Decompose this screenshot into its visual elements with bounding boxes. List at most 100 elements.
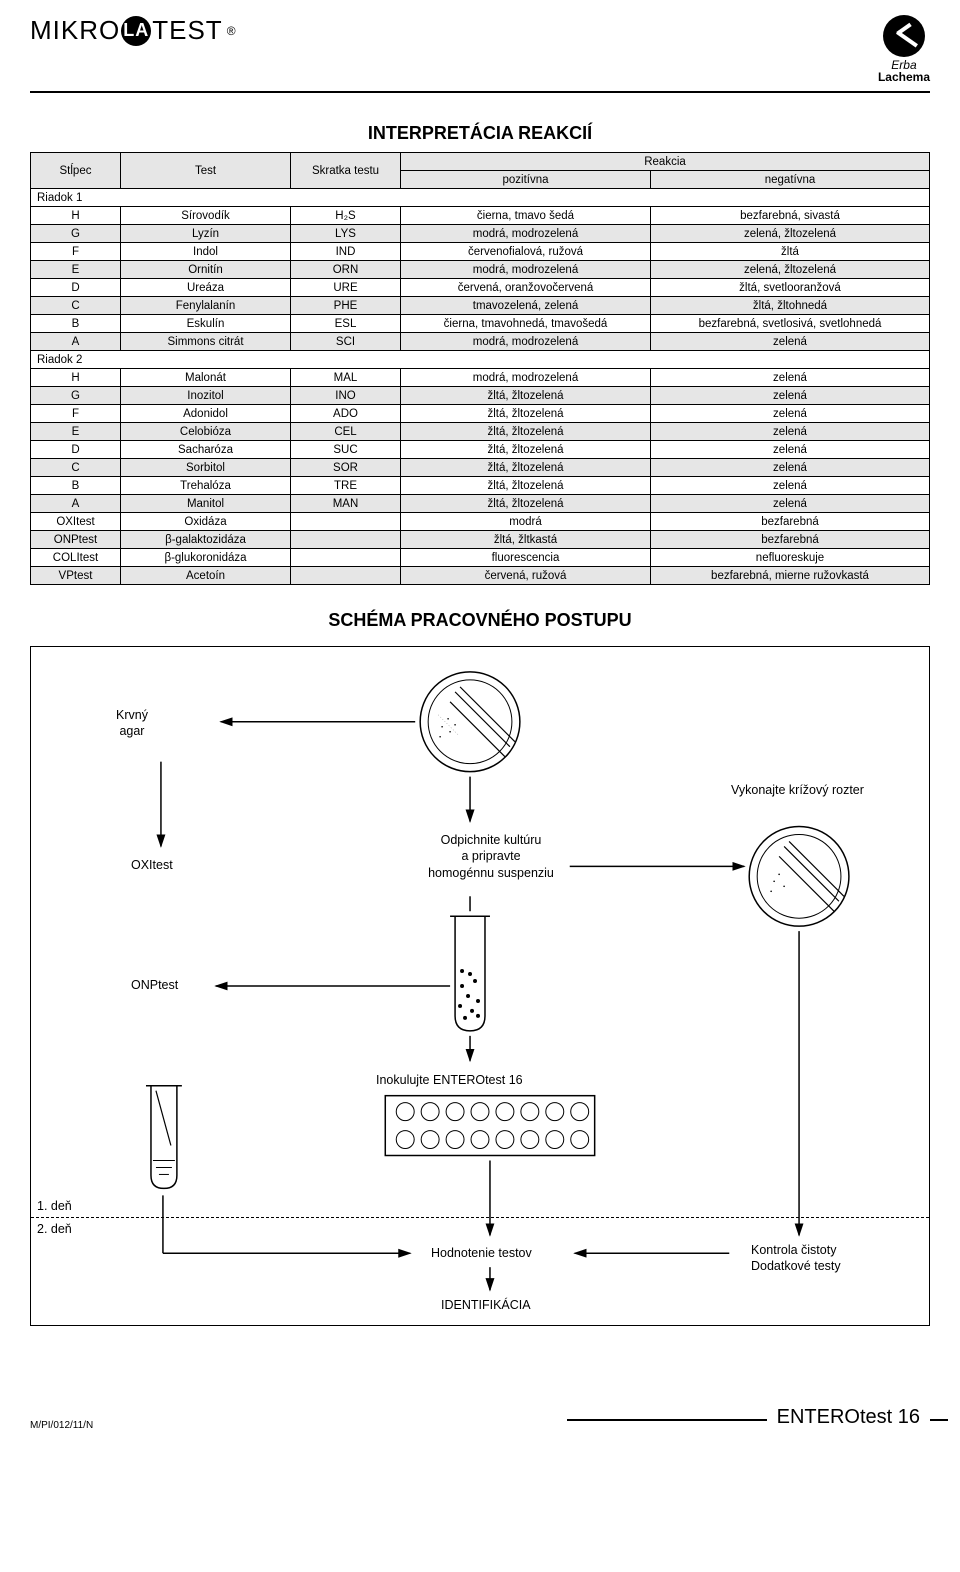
th-test: Test	[121, 153, 291, 189]
table-cell: Lyzín	[121, 225, 291, 243]
table-cell: E	[31, 423, 121, 441]
table-cell: MAL	[291, 369, 401, 387]
table-row: EOrnitínORNmodrá, modrozelenázelená, žlt…	[31, 261, 930, 279]
table-cell: žltá, žltozelená	[401, 441, 651, 459]
page: MIKRO LA TEST ® Erba Lachema INTERPRETÁC…	[0, 0, 960, 1451]
table-cell: zelená	[651, 369, 930, 387]
table-cell: zelená	[651, 441, 930, 459]
table-row: FAdonidolADOžltá, žltozelenázelená	[31, 405, 930, 423]
table-row: DSacharózaSUCžltá, žltozelenázelená	[31, 441, 930, 459]
table-title: INTERPRETÁCIA REAKCIÍ	[30, 123, 930, 144]
table-cell: bezfarebná	[651, 531, 930, 549]
table-cell: Ornitín	[121, 261, 291, 279]
table-cell: E	[31, 261, 121, 279]
table-cell: D	[31, 279, 121, 297]
table-cell: zelená	[651, 405, 930, 423]
table-cell: žltá, žltozelená	[401, 405, 651, 423]
lbl-day2: 2. deň	[37, 1222, 72, 1236]
table-cell: Oxidáza	[121, 513, 291, 531]
brand-right: Erba Lachema	[878, 15, 930, 83]
th-abbr: Skratka testu	[291, 153, 401, 189]
table-cell: A	[31, 333, 121, 351]
table-cell: žltá, žltozelená	[401, 477, 651, 495]
table-row: VPtestAcetoínčervená, ružovábezfarebná, …	[31, 567, 930, 585]
table-cell: zelená	[651, 459, 930, 477]
table-cell: zelená, žltozelená	[651, 261, 930, 279]
table-row: OXItestOxidázamodrábezfarebná	[31, 513, 930, 531]
table-cell	[291, 513, 401, 531]
table-cell: tmavozelená, zelená	[401, 297, 651, 315]
th-col: Stĺpec	[31, 153, 121, 189]
table-row: ONPtestβ-galaktozidáza žltá, žltkastábezf…	[31, 531, 930, 549]
table-cell: zelená	[651, 387, 930, 405]
table-row: HMalonátMALmodrá, modrozelenázelená	[31, 369, 930, 387]
table-cell: ADO	[291, 405, 401, 423]
table-cell: Fenylalanín	[121, 297, 291, 315]
table-cell: IND	[291, 243, 401, 261]
table-cell: Eskulín	[121, 315, 291, 333]
lbl-oxitest: OXItest	[131, 857, 173, 873]
testtube-onp-icon	[146, 1086, 182, 1189]
petri-dish-1-icon	[420, 672, 520, 772]
table-cell: Acetoín	[121, 567, 291, 585]
entero-plate-icon	[385, 1096, 594, 1156]
table-cell: zelená	[651, 477, 930, 495]
erba-logo-icon	[883, 15, 925, 57]
table-cell: modrá, modrozelená	[401, 333, 651, 351]
table-cell: Ureáza	[121, 279, 291, 297]
lbl-kontrola: Kontrola čistoty Dodatkové testy	[751, 1242, 841, 1275]
table-cell: URE	[291, 279, 401, 297]
schema-title: SCHÉMA PRACOVNÉHO POSTUPU	[30, 610, 930, 631]
testtube-suspension-icon	[450, 916, 490, 1031]
table-cell: zelená	[651, 495, 930, 513]
table-cell: čierna, tmavo šedá	[401, 207, 651, 225]
table-row: DUreázaUREčervená, oranžovočervenážltá, …	[31, 279, 930, 297]
table-cell: žltá, svetlooranžová	[651, 279, 930, 297]
table-cell: ESL	[291, 315, 401, 333]
table-body: Riadok 1HSírovodíkH₂Sčierna, tmavo šedáb…	[31, 189, 930, 585]
table-cell: CEL	[291, 423, 401, 441]
table-cell: C	[31, 297, 121, 315]
brand-circle-icon: LA	[121, 16, 151, 46]
day-divider	[31, 1217, 929, 1218]
table-row: BTrehalózaTREžltá, žltozelenázelená	[31, 477, 930, 495]
table-cell: β-glukoronidáza	[121, 549, 291, 567]
table-cell	[291, 549, 401, 567]
table-cell: bezfarebná	[651, 513, 930, 531]
table-cell: MAN	[291, 495, 401, 513]
table-row: ASimmons citrátSCImodrá, modrozelenázele…	[31, 333, 930, 351]
petri-dish-2-icon	[749, 826, 849, 926]
erba-text: Erba Lachema	[878, 59, 930, 83]
table-row: CSorbitolSORžltá, žltozelenázelená	[31, 459, 930, 477]
table-row: BEskulínESLčierna, tmavohnedá, tmavošedá…	[31, 315, 930, 333]
table-cell: žltá, žltkastá	[401, 531, 651, 549]
table-cell: ONPtest	[31, 531, 121, 549]
lbl-odpichnite: Odpichnite kultúru a pripravte homogénnu…	[391, 832, 591, 881]
table-cell: G	[31, 225, 121, 243]
table-cell: β-galaktozidáza	[121, 531, 291, 549]
header: MIKRO LA TEST ® Erba Lachema	[30, 15, 930, 83]
schema-box: Krvný agar OXItest ONPtest Vykonajte krí…	[30, 646, 930, 1326]
table-cell: A	[31, 495, 121, 513]
footer: M/PI/012/11/N ENTEROtest 16	[30, 1406, 930, 1431]
table-cell: Adonidol	[121, 405, 291, 423]
table-cell: Celobióza	[121, 423, 291, 441]
table-cell: Manitol	[121, 495, 291, 513]
table-cell: SOR	[291, 459, 401, 477]
table-row: COLItestβ-glukoronidázafluorescencianefl…	[31, 549, 930, 567]
lbl-vykonajte: Vykonajte krížový rozter	[731, 782, 864, 798]
table-cell: červená, oranžovočervená	[401, 279, 651, 297]
table-row: GInozitolINOžltá, žltozelenázelená	[31, 387, 930, 405]
table-cell: bezfarebná, mierne ružovkastá	[651, 567, 930, 585]
table-cell: Indol	[121, 243, 291, 261]
table-cell: B	[31, 477, 121, 495]
table-cell: červená, ružová	[401, 567, 651, 585]
lbl-identifikacia: IDENTIFIKÁCIA	[441, 1297, 531, 1313]
table-cell: modrá	[401, 513, 651, 531]
table-cell: žltá, žltozelená	[401, 423, 651, 441]
table-cell: LYS	[291, 225, 401, 243]
table-cell: ORN	[291, 261, 401, 279]
table-cell: Inozitol	[121, 387, 291, 405]
table-cell: SUC	[291, 441, 401, 459]
table-cell: Sorbitol	[121, 459, 291, 477]
